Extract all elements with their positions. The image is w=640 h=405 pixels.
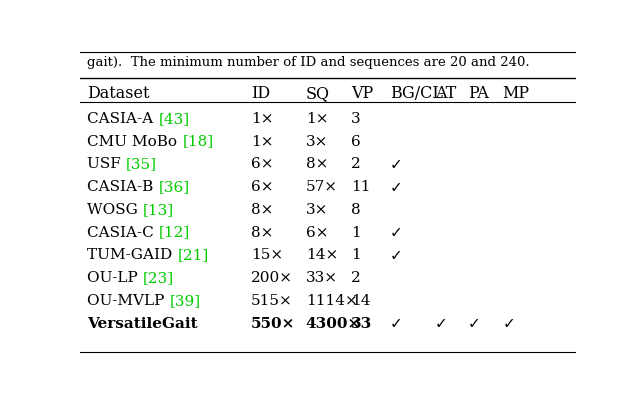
Text: 2: 2 <box>351 271 361 285</box>
Text: [12]: [12] <box>159 226 190 240</box>
Text: 3×: 3× <box>306 203 328 217</box>
Text: [18]: [18] <box>182 134 214 149</box>
Text: [13]: [13] <box>143 203 174 217</box>
Text: 2: 2 <box>351 157 361 171</box>
Text: 1×: 1× <box>306 112 328 126</box>
Text: ✓: ✓ <box>390 248 403 263</box>
Text: [36]: [36] <box>159 180 189 194</box>
Text: 3: 3 <box>351 112 361 126</box>
Text: 4300×: 4300× <box>306 317 361 330</box>
Text: [35]: [35] <box>126 157 157 171</box>
Text: 3×: 3× <box>306 134 328 149</box>
Text: CASIA-B: CASIA-B <box>88 180 159 194</box>
Text: 1×: 1× <box>251 134 274 149</box>
Text: WOSG: WOSG <box>88 203 143 217</box>
Text: 8: 8 <box>351 203 361 217</box>
Text: 6×: 6× <box>251 180 274 194</box>
Text: TUM-GAID: TUM-GAID <box>88 248 177 262</box>
Text: PA: PA <box>468 85 488 102</box>
Text: 11: 11 <box>351 180 371 194</box>
Text: 1: 1 <box>351 248 361 262</box>
Text: ✓: ✓ <box>390 225 403 240</box>
Text: OU-LP: OU-LP <box>88 271 143 285</box>
Text: 515×: 515× <box>251 294 293 308</box>
Text: 1×: 1× <box>251 112 274 126</box>
Text: 200×: 200× <box>251 271 293 285</box>
Text: 550×: 550× <box>251 317 296 330</box>
Text: CMU MoBo: CMU MoBo <box>88 134 182 149</box>
Text: 14: 14 <box>351 294 371 308</box>
Text: ✓: ✓ <box>468 316 481 331</box>
Text: ✓: ✓ <box>390 157 403 172</box>
Text: ID: ID <box>251 85 270 102</box>
Text: SQ: SQ <box>306 85 330 102</box>
Text: 8×: 8× <box>251 226 273 240</box>
Text: ✓: ✓ <box>390 179 403 194</box>
Text: [23]: [23] <box>143 271 174 285</box>
Text: AT: AT <box>435 85 456 102</box>
Text: 57×: 57× <box>306 180 338 194</box>
Text: gait).  The minimum number of ID and sequences are 20 and 240.: gait). The minimum number of ID and sequ… <box>88 56 530 69</box>
Text: CASIA-A: CASIA-A <box>88 112 159 126</box>
Text: 8×: 8× <box>306 157 328 171</box>
Text: 14×: 14× <box>306 248 338 262</box>
Text: CASIA-C: CASIA-C <box>88 226 159 240</box>
Text: MP: MP <box>502 85 530 102</box>
Text: BG/CL: BG/CL <box>390 85 443 102</box>
Text: ✓: ✓ <box>502 316 515 331</box>
Text: ✓: ✓ <box>390 316 403 331</box>
Text: 6×: 6× <box>251 157 274 171</box>
Text: [21]: [21] <box>177 248 209 262</box>
Text: Dataset: Dataset <box>88 85 150 102</box>
Text: 33: 33 <box>351 317 372 330</box>
Text: VersatileGait: VersatileGait <box>88 317 198 330</box>
Text: [43]: [43] <box>159 112 189 126</box>
Text: 8×: 8× <box>251 203 273 217</box>
Text: 6×: 6× <box>306 226 328 240</box>
Text: 1114×: 1114× <box>306 294 357 308</box>
Text: ✓: ✓ <box>435 316 447 331</box>
Text: 33×: 33× <box>306 271 338 285</box>
Text: USF: USF <box>88 157 126 171</box>
Text: VP: VP <box>351 85 374 102</box>
Text: 6: 6 <box>351 134 361 149</box>
Text: 15×: 15× <box>251 248 284 262</box>
Text: [39]: [39] <box>170 294 201 308</box>
Text: OU-MVLP: OU-MVLP <box>88 294 170 308</box>
Text: 1: 1 <box>351 226 361 240</box>
